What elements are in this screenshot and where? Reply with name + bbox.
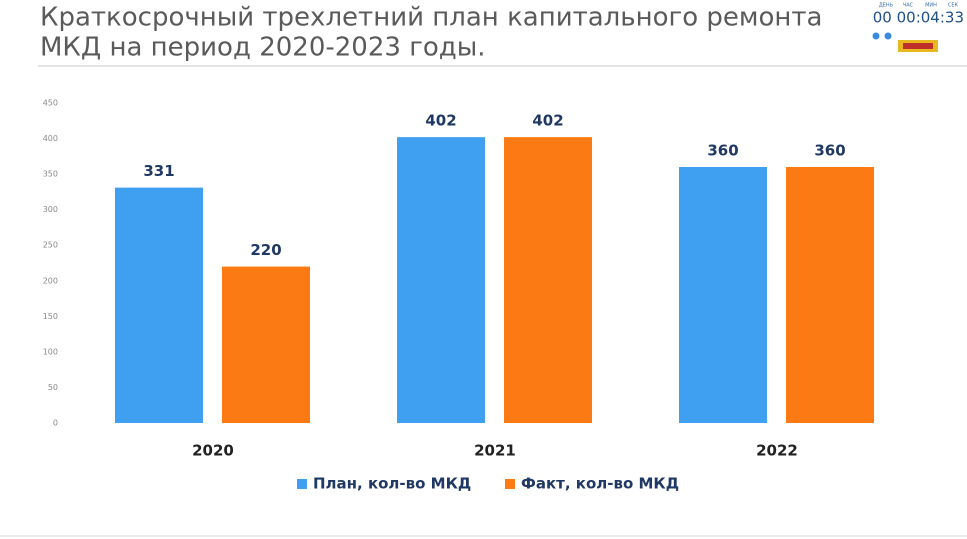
data-label: 331 [143, 162, 174, 180]
bar [397, 137, 485, 423]
y-tick-label: 350 [43, 170, 58, 179]
y-tick-label: 150 [43, 312, 58, 321]
bar [504, 137, 592, 423]
data-label: 360 [707, 142, 738, 160]
x-tick-label: 2022 [756, 442, 798, 460]
data-label: 220 [250, 241, 281, 259]
y-tick-label: 50 [48, 383, 58, 392]
plot: 0 50 100 150 200 250 300 350 400 450 2020 331 220 202… [43, 99, 874, 493]
legend-swatch [297, 479, 307, 489]
data-label: 402 [425, 112, 456, 130]
y-tick-label: 450 [43, 99, 58, 108]
y-tick-label: 400 [43, 134, 58, 143]
bar [786, 167, 874, 423]
legend-swatch [505, 479, 515, 489]
icon [872, 32, 880, 40]
timer-value: 00 00:04:33 [873, 9, 964, 27]
x-tick-label: 2020 [192, 442, 234, 460]
y-tick-label: 300 [43, 205, 58, 214]
emblem [903, 43, 933, 49]
timer-label: ЧАС [903, 3, 914, 9]
data-label: 360 [814, 142, 845, 160]
y-tick-label: 0 [53, 419, 58, 428]
title-line: Краткосрочный трехлетний план капитально… [40, 3, 822, 33]
timer: ДЕНЬ ЧАС МИН СЕК 00 00:04:33 [872, 3, 964, 52]
legend-label: План, кол-во МКД [313, 475, 471, 493]
icon [884, 32, 892, 40]
timer-label: СЕК [948, 3, 959, 9]
y-tick-label: 250 [43, 241, 58, 250]
bar [115, 187, 203, 423]
bar [222, 266, 310, 423]
y-tick-label: 100 [43, 347, 58, 356]
title-line: МКД на период 2020-2023 годы. [40, 33, 486, 63]
legend-label: Факт, кол-во МКД [521, 475, 679, 493]
timer-label: МИН [925, 3, 937, 9]
x-tick-label: 2021 [474, 442, 516, 460]
y-tick-label: 200 [43, 276, 58, 285]
bar [679, 167, 767, 423]
data-label: 402 [532, 112, 563, 130]
timer-label: ДЕНЬ [879, 3, 894, 9]
